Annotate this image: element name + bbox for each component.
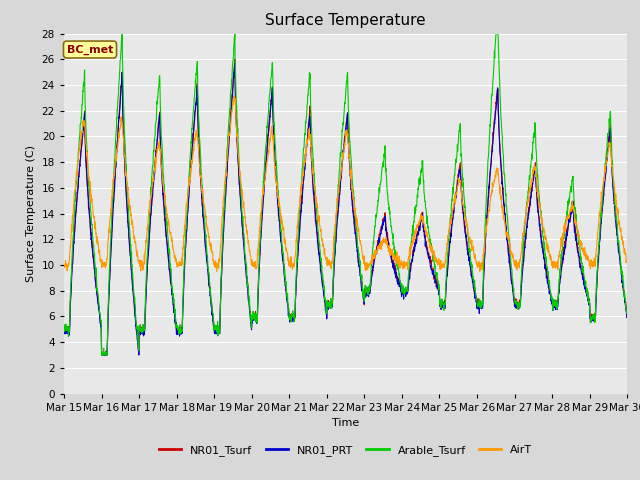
Arable_Tsurf [574,228,582,234]
Arable_Tsurf [623,309,631,314]
NR01_PRT [362,290,370,296]
NR01_Tsurf [375,235,383,240]
AirT [623,257,631,263]
AirT [212,269,220,275]
NR01_PRT [589,318,597,324]
Arable_Tsurf [510,286,518,291]
Line: Arable_Tsurf: Arable_Tsurf [64,34,627,355]
Arable_Tsurf [98,352,106,358]
NR01_PRT [510,298,518,304]
NR01_Tsurf [574,244,582,250]
NR01_Tsurf [362,291,370,297]
X-axis label: Time: Time [332,418,359,428]
NR01_PRT [375,241,383,247]
Y-axis label: Surface Temperature (C): Surface Temperature (C) [26,145,36,282]
Arable_Tsurf [231,31,239,36]
NR01_Tsurf [99,352,106,358]
NR01_PRT [574,250,582,255]
NR01_Tsurf [623,315,631,321]
AirT [510,259,518,265]
Text: BC_met: BC_met [67,44,113,55]
AirT [60,263,68,269]
Line: NR01_Tsurf: NR01_Tsurf [64,59,627,355]
Arable_Tsurf [60,324,68,330]
NR01_Tsurf [510,294,518,300]
Line: NR01_PRT: NR01_PRT [64,63,627,355]
Arable_Tsurf [589,316,597,322]
NR01_Tsurf [218,275,225,280]
Line: AirT: AirT [64,96,627,272]
AirT [362,262,370,268]
NR01_PRT [60,331,68,336]
Legend: NR01_Tsurf, NR01_PRT, Arable_Tsurf, AirT: NR01_Tsurf, NR01_PRT, Arable_Tsurf, AirT [155,440,536,460]
AirT [574,227,582,233]
AirT [375,242,383,248]
AirT [230,93,238,99]
NR01_PRT [623,314,631,320]
Title: Surface Temperature: Surface Temperature [266,13,426,28]
NR01_PRT [231,60,239,66]
Arable_Tsurf [375,193,383,199]
NR01_Tsurf [231,56,239,62]
NR01_Tsurf [589,312,597,318]
NR01_Tsurf [60,323,68,329]
Arable_Tsurf [218,269,225,275]
NR01_PRT [218,275,225,281]
AirT [218,227,225,233]
AirT [589,264,597,270]
Arable_Tsurf [362,289,370,295]
NR01_PRT [98,352,106,358]
